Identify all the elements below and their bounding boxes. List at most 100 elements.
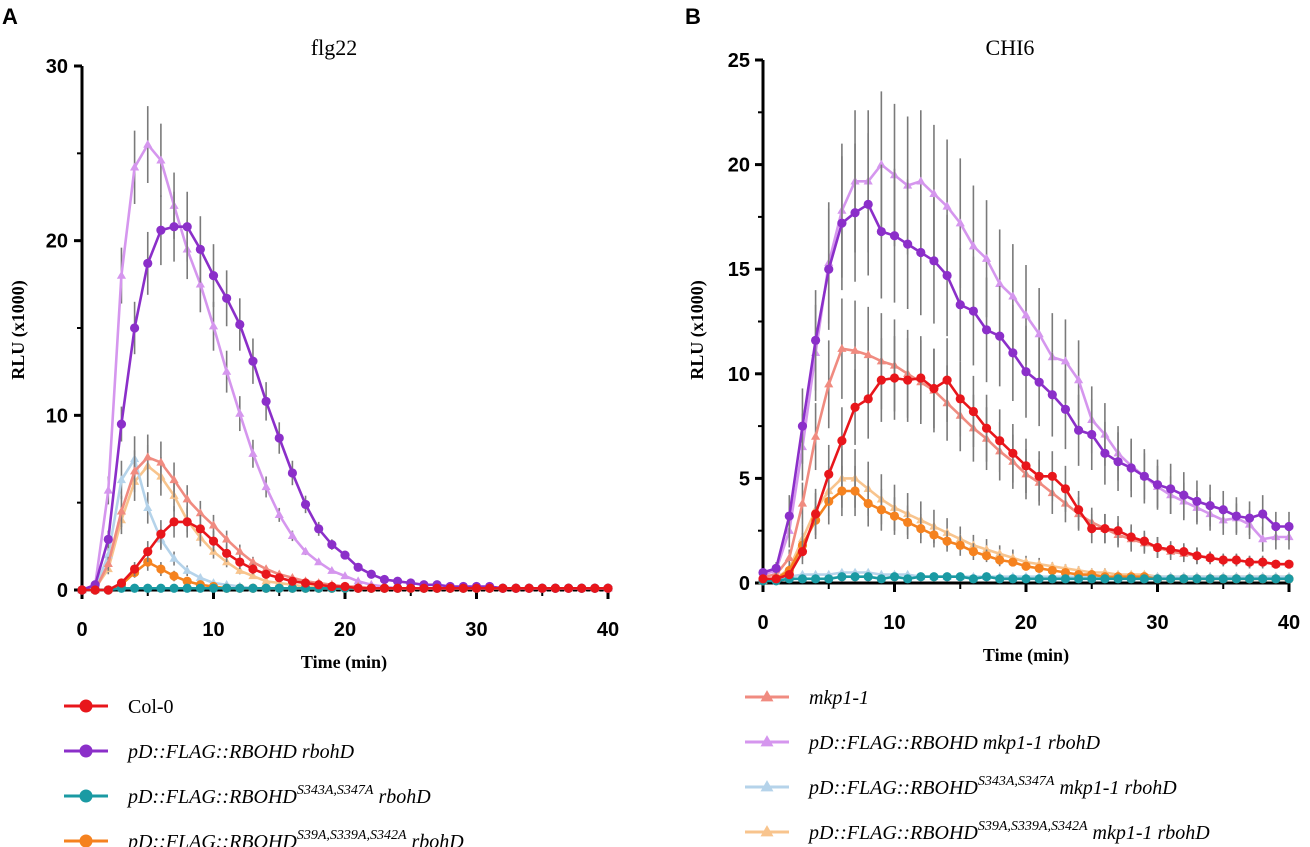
data-point <box>824 264 834 274</box>
data-point <box>1074 574 1084 584</box>
data-point <box>955 540 965 550</box>
data-point <box>550 583 561 593</box>
data-point <box>850 208 860 218</box>
data-point <box>1152 542 1163 553</box>
data-point <box>797 498 808 507</box>
data-point <box>1021 574 1031 584</box>
data-point <box>811 335 821 345</box>
data-point <box>340 571 350 580</box>
data-point <box>1284 521 1294 532</box>
data-point <box>274 583 284 593</box>
data-point <box>1034 329 1044 338</box>
data-point <box>261 569 271 579</box>
data-point <box>1060 574 1071 584</box>
data-point <box>458 583 468 593</box>
data-point <box>143 583 153 593</box>
data-point <box>261 396 271 406</box>
data-point <box>208 520 219 529</box>
data-point <box>300 578 311 588</box>
y-tick-label-b: 5 <box>739 468 750 490</box>
data-point <box>208 536 219 546</box>
data-point <box>929 383 939 394</box>
data-point <box>863 572 873 582</box>
data-point <box>929 572 939 582</box>
y-tick-label-b: 20 <box>728 155 750 177</box>
y-axis-title-b: RLU (x1000) <box>687 280 708 380</box>
data-point <box>222 548 232 558</box>
data-point <box>995 279 1005 287</box>
data-point <box>758 574 768 584</box>
data-point <box>143 503 153 512</box>
data-point <box>837 572 847 582</box>
data-point <box>1113 574 1123 584</box>
data-point <box>182 576 192 586</box>
data-point <box>287 468 297 478</box>
data-point <box>968 241 978 250</box>
data-point <box>771 574 781 584</box>
data-point <box>1074 375 1084 384</box>
data-point <box>1271 574 1281 584</box>
data-point <box>1008 557 1018 567</box>
x-tick-label-a: 0 <box>76 619 87 641</box>
data-point <box>130 466 140 475</box>
data-point <box>1060 356 1071 365</box>
legend-item-pd-flag-rbohd-s343a-s347a-rbohd: pD::FLAG::RBOHDS343A,S347A rbohD <box>64 783 431 808</box>
legend-swatch-marker <box>79 699 93 713</box>
data-point <box>1126 463 1136 473</box>
data-point <box>1192 551 1202 561</box>
data-point <box>195 279 205 288</box>
data-point <box>1021 310 1031 319</box>
data-point <box>103 558 113 567</box>
data-point <box>903 574 913 584</box>
data-point <box>116 419 127 429</box>
data-point <box>1139 471 1149 481</box>
data-point <box>485 583 495 593</box>
x-tick-label-a: 10 <box>202 619 224 641</box>
y-tick-label-b: 10 <box>728 364 750 386</box>
data-point <box>353 583 363 593</box>
data-point <box>850 486 860 496</box>
data-point <box>1152 574 1163 584</box>
data-point <box>511 583 521 593</box>
data-point <box>274 433 284 443</box>
legend-item-pd-flag-rbohd-s343a-s347a-mkp1-1-rbohd: pD::FLAG::RBOHDS343A,S347A mkp1-1 rbohD <box>745 774 1177 799</box>
data-point <box>195 572 205 581</box>
x-tick-label-b: 10 <box>883 612 905 634</box>
data-point <box>797 421 808 431</box>
data-point <box>837 343 847 352</box>
data-point <box>929 256 939 266</box>
x-axis-title-a: Time (min) <box>301 652 387 673</box>
series-pd-flag-rbohd-s343a-s347a-rbohd-b <box>758 572 1294 586</box>
data-point <box>1060 484 1071 494</box>
data-point <box>1021 461 1031 471</box>
legend-label: pD::FLAG::RBOHDS343A,S347A rbohD <box>126 783 431 808</box>
legend-label: pD::FLAG::RBOHD rbohD <box>126 741 355 763</box>
data-point <box>1139 574 1149 584</box>
data-point <box>1008 448 1018 458</box>
data-point <box>1258 574 1268 584</box>
x-axis-title-b: Time (min) <box>983 645 1069 666</box>
legend-right: mkp1-1pD::FLAG::RBOHD mkp1-1 rbohDpD::FL… <box>745 687 1210 844</box>
data-point <box>995 548 1005 557</box>
data-point <box>876 574 886 584</box>
data-point <box>1034 563 1044 573</box>
data-point <box>287 576 297 586</box>
data-point <box>248 557 258 566</box>
data-point <box>1113 457 1123 467</box>
data-point <box>1100 574 1110 584</box>
data-point <box>432 583 442 593</box>
data-point <box>916 572 926 582</box>
data-point <box>981 544 992 553</box>
data-point <box>968 574 979 584</box>
data-point <box>876 159 886 168</box>
data-point <box>261 564 271 573</box>
data-point <box>955 300 965 310</box>
data-point <box>248 448 258 457</box>
legend-swatch-marker <box>760 735 774 747</box>
data-point <box>314 557 324 566</box>
data-point <box>327 581 337 592</box>
data-point <box>603 583 613 593</box>
legend-item-pd-flag-rbohd-s39a-s339a-s342a-rbohd: pD::FLAG::RBOHDS39A,S339A,S342A rbohD <box>64 828 464 847</box>
data-point <box>327 539 337 550</box>
data-point <box>103 585 113 595</box>
